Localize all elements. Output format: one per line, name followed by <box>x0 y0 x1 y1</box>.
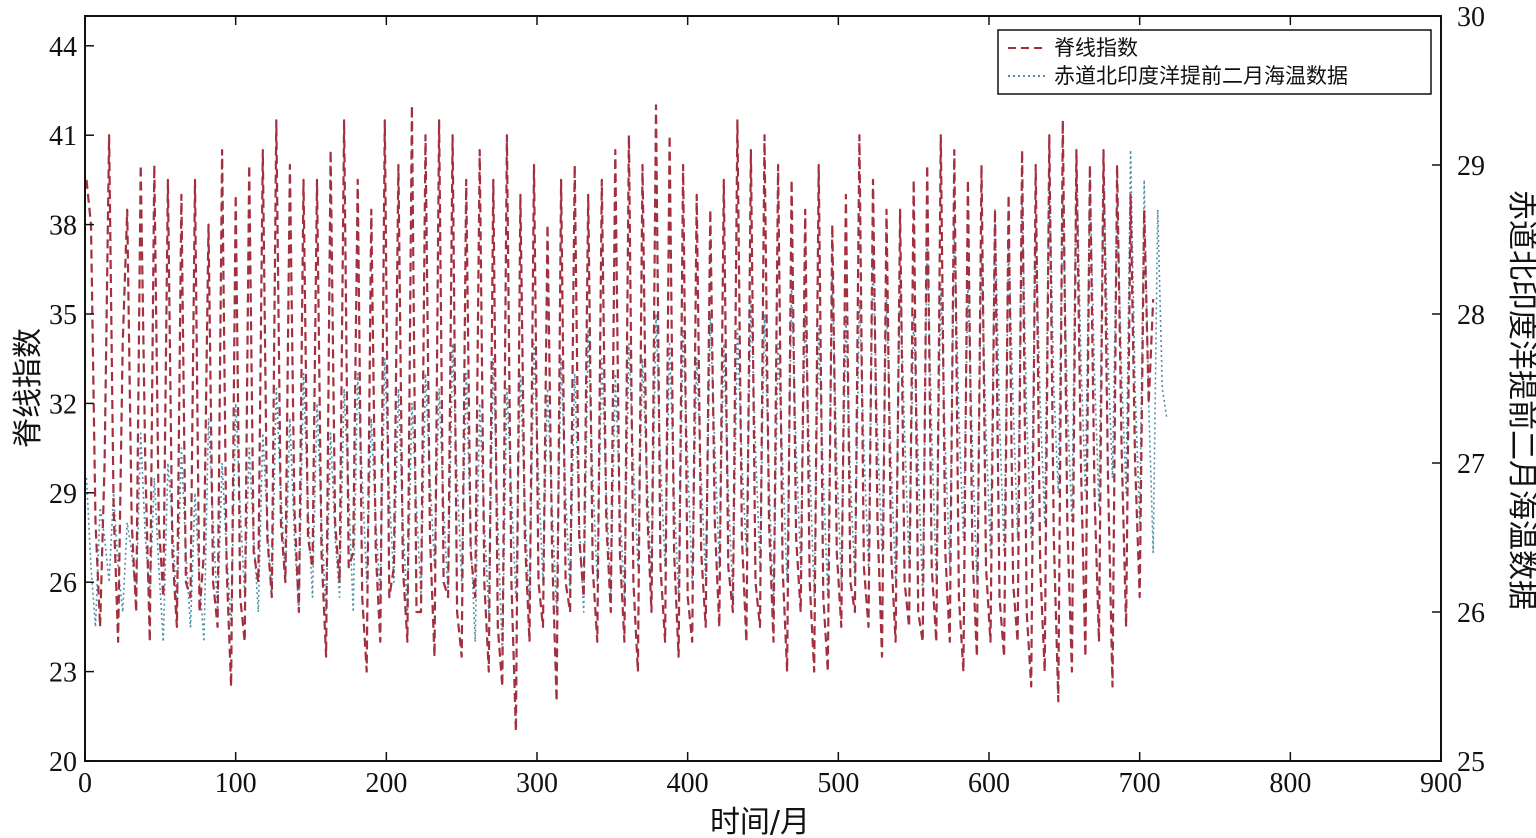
x-tick-label: 100 <box>215 768 257 799</box>
y-axis-right-title: 赤道北印度洋提前二月海温数据 <box>1504 190 1536 610</box>
x-tick-label: 0 <box>78 768 92 799</box>
y-right-tick-label: 29 <box>1457 151 1485 182</box>
y-right-tick-label: 26 <box>1457 598 1485 629</box>
y-left-tick-label: 29 <box>49 479 77 510</box>
y-left-tick-label: 35 <box>49 300 77 331</box>
y-right-tick-label: 25 <box>1457 747 1485 778</box>
y-left-tick-label: 32 <box>49 389 77 420</box>
x-tick-label: 700 <box>1119 768 1161 799</box>
x-axis: 0 100 200 300 400 500 600 700 800 900 <box>78 16 1462 799</box>
y-right-tick-label: 28 <box>1457 300 1485 331</box>
x-tick-label: 800 <box>1269 768 1311 799</box>
x-tick-label: 500 <box>817 768 859 799</box>
y-left-tick-label: 20 <box>49 747 77 778</box>
series-line-ridge-index <box>85 104 1155 733</box>
y-axis-left: 20 23 26 29 32 35 38 41 44 <box>49 32 94 778</box>
y-right-tick-label: 30 <box>1457 2 1485 33</box>
y-left-tick-label: 23 <box>49 658 77 689</box>
y-left-tick-label: 41 <box>49 121 77 152</box>
x-tick-label: 600 <box>968 768 1010 799</box>
legend-box <box>997 29 1432 95</box>
y-axis-right: 25 26 27 28 29 30 <box>1432 2 1485 778</box>
legend-label-sst: 赤道北印度洋提前二月海温数据 <box>1054 64 1348 88</box>
x-tick-label: 900 <box>1420 768 1462 799</box>
y-left-tick-label: 44 <box>49 32 77 63</box>
y-left-tick-label: 26 <box>49 568 77 599</box>
x-tick-label: 200 <box>365 768 407 799</box>
plot-frame <box>84 15 1442 762</box>
y-left-tick-label: 38 <box>49 211 77 242</box>
x-tick-label: 400 <box>667 768 709 799</box>
x-tick-label: 300 <box>516 768 558 799</box>
x-axis-title: 时间/月 <box>710 805 810 838</box>
y-axis-left-title: 脊线指数 <box>11 328 46 448</box>
series-layer <box>85 104 1168 733</box>
legend: 脊线指数 赤道北印度洋提前二月海温数据 <box>997 29 1432 95</box>
y-right-tick-label: 27 <box>1457 449 1485 480</box>
legend-label-ridge-index: 脊线指数 <box>1054 36 1138 60</box>
